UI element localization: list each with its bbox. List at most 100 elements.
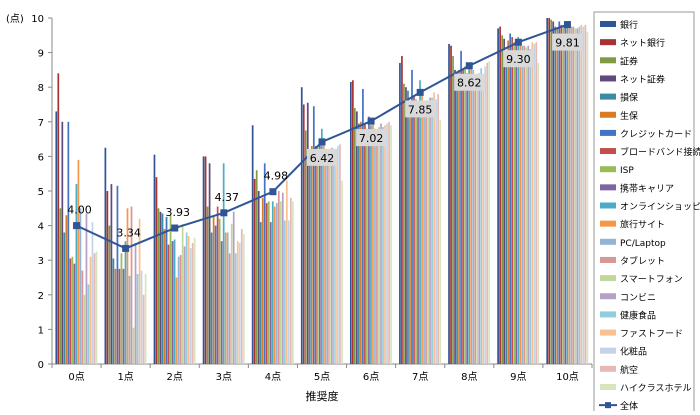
bar [354, 107, 356, 365]
bar [191, 242, 194, 364]
legend-label: オンラインショッピング [620, 201, 700, 213]
bar [206, 206, 209, 364]
bar [364, 123, 366, 364]
bar [574, 28, 577, 364]
bar [339, 144, 341, 364]
bar [87, 284, 90, 364]
bar [116, 185, 119, 364]
bar [318, 139, 321, 364]
bar [212, 215, 215, 364]
overall-line [73, 21, 571, 252]
data-label-bg [503, 50, 534, 68]
legend-label: コンビニ [620, 292, 656, 303]
bar [570, 26, 573, 365]
bar [65, 215, 68, 364]
bar [108, 225, 111, 364]
bar [454, 69, 456, 365]
legend-swatch [600, 57, 616, 64]
bar [523, 45, 526, 365]
bar [110, 184, 113, 364]
bar [329, 152, 331, 364]
data-label: 7.02 [359, 132, 384, 145]
bar [130, 206, 133, 364]
data-label: 9.30 [506, 53, 531, 66]
bar [372, 123, 374, 364]
bar [163, 229, 166, 364]
overall-line-point [514, 38, 522, 46]
bar [265, 203, 268, 364]
bar [521, 45, 524, 365]
data-label: 7.85 [408, 103, 433, 116]
bar [283, 220, 286, 364]
legend-label: クレジットカード [620, 129, 692, 140]
bar [95, 251, 98, 364]
legend-label: 損保 [620, 92, 638, 104]
bar [112, 258, 115, 364]
bar [470, 68, 472, 365]
bar [55, 111, 58, 364]
legend-swatch [600, 293, 616, 300]
bar [81, 270, 84, 364]
bar [519, 42, 522, 364]
data-label: 8.62 [457, 77, 482, 90]
bar [546, 18, 549, 364]
y-tick-label: 9 [38, 49, 44, 60]
bar [535, 42, 538, 364]
data-label: 4.37 [215, 191, 240, 204]
bar [460, 50, 462, 365]
bar [411, 69, 413, 365]
bar [488, 61, 491, 364]
bar [425, 104, 427, 364]
overall-line-point [563, 21, 571, 29]
bar [253, 178, 256, 364]
bar [390, 125, 392, 364]
bar [228, 253, 231, 364]
bar [560, 24, 563, 364]
overall-line-point [367, 117, 375, 125]
legend-line-marker [605, 402, 611, 409]
bar [175, 277, 178, 364]
bar [292, 201, 294, 364]
bar [57, 73, 60, 365]
bar [85, 213, 88, 364]
bar [450, 45, 452, 365]
legend-label: ネット銀行 [620, 37, 665, 49]
legend-swatch [600, 275, 616, 282]
bar [554, 26, 557, 365]
bar [405, 87, 407, 364]
data-label-bg [356, 129, 387, 147]
bar [267, 201, 270, 364]
data-label: 3.93 [165, 206, 190, 219]
bar [505, 52, 508, 364]
bar [517, 37, 520, 364]
bar [281, 192, 284, 364]
legend-swatch [600, 256, 616, 263]
bar [323, 140, 325, 364]
bar [287, 220, 290, 364]
x-tick-label: 8点 [461, 371, 477, 383]
bar [527, 45, 530, 365]
x-tick-label: 9点 [510, 371, 526, 383]
bar [134, 242, 137, 364]
bar [222, 163, 225, 364]
bar [578, 26, 581, 365]
bar [378, 126, 380, 365]
legend-label: ISP [620, 166, 634, 176]
bar [73, 263, 76, 364]
y-tick-label: 6 [38, 152, 44, 163]
x-tick-label: 7点 [412, 371, 428, 383]
bar [136, 274, 139, 364]
bar [482, 75, 485, 364]
bar [452, 56, 454, 365]
bar [83, 294, 86, 364]
bar [331, 147, 333, 364]
legend-swatch [600, 129, 616, 136]
bar [380, 123, 382, 364]
bar [157, 208, 160, 364]
bar [564, 23, 567, 364]
legend-swatch [600, 384, 616, 390]
bar [474, 80, 477, 364]
bar [333, 152, 335, 364]
bar [279, 201, 282, 364]
